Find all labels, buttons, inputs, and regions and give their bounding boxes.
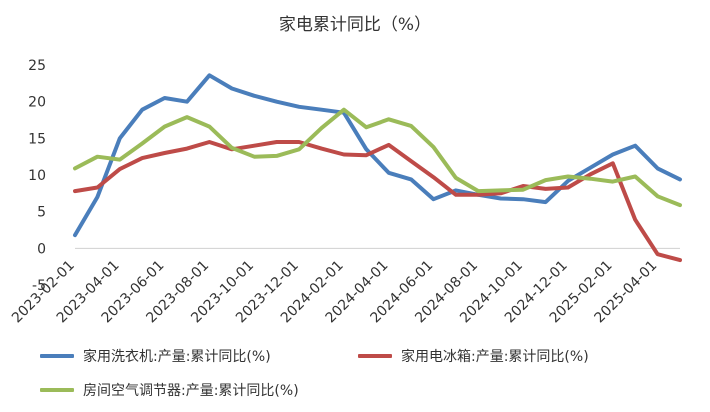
y-tick-label: 10: [28, 168, 46, 184]
y-axis: -5 0 5 10 15 20 25: [28, 58, 46, 294]
legend-swatch-washer: [40, 354, 74, 358]
chart-title: 家电累计同比（%）: [279, 15, 431, 35]
legend-item-fridge: 家用电冰箱:产量:累计同比(%): [358, 346, 589, 366]
y-tick-label: 5: [37, 205, 46, 221]
legend-swatch-aircon: [40, 388, 74, 392]
legend-swatch-fridge: [358, 354, 392, 358]
y-tick-label: 25: [28, 58, 46, 74]
series-line-aircon: [73, 107, 682, 208]
y-tick-label: 15: [28, 131, 46, 147]
legend-item-aircon: 房间空气调节器:产量:累计同比(%): [40, 380, 299, 400]
series-line-fridge: [73, 140, 682, 263]
legend-label-washer: 家用洗衣机:产量:累计同比(%): [83, 349, 271, 365]
series-lines: [73, 73, 682, 263]
legend-label-aircon: 房间空气调节器:产量:累计同比(%): [83, 383, 299, 399]
y-tick-label: 0: [37, 241, 46, 257]
y-tick-label: 20: [28, 95, 46, 111]
x-axis: 2023-02-012023-04-012023-06-012023-08-01…: [9, 258, 660, 327]
y-tick-label: -5: [32, 278, 46, 294]
series-line-washer: [73, 73, 682, 238]
legend-item-washer: 家用洗衣机:产量:累计同比(%): [40, 346, 271, 366]
legend-label-fridge: 家用电冰箱:产量:累计同比(%): [401, 349, 589, 365]
